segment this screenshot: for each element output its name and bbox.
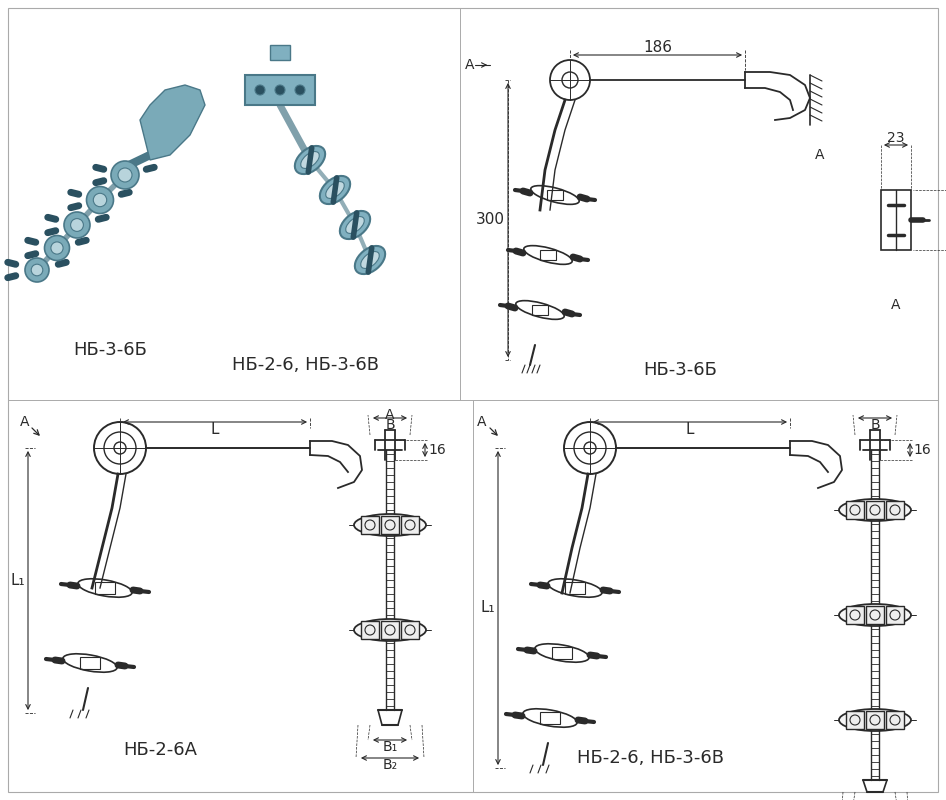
Text: L: L: [211, 422, 219, 438]
Text: 16: 16: [429, 443, 446, 457]
Bar: [886, 606, 904, 624]
Bar: [846, 501, 864, 519]
Bar: [881, 190, 911, 250]
Text: А: А: [815, 148, 825, 162]
Bar: [866, 501, 884, 519]
Bar: [270, 45, 290, 60]
Text: А: А: [477, 415, 487, 429]
Ellipse shape: [301, 151, 319, 169]
Circle shape: [64, 212, 90, 238]
Bar: [361, 621, 379, 639]
Text: L₁: L₁: [10, 573, 26, 588]
Bar: [866, 606, 884, 624]
Text: 300: 300: [476, 213, 504, 227]
Text: А: А: [465, 58, 475, 72]
Bar: [866, 711, 884, 729]
Circle shape: [25, 258, 49, 282]
Ellipse shape: [839, 709, 911, 731]
Ellipse shape: [320, 176, 350, 204]
Ellipse shape: [360, 251, 379, 269]
Bar: [547, 190, 563, 200]
Bar: [95, 582, 115, 594]
Ellipse shape: [295, 146, 325, 174]
Ellipse shape: [345, 217, 364, 234]
Text: 16: 16: [913, 443, 931, 457]
Circle shape: [94, 194, 107, 206]
Bar: [886, 711, 904, 729]
Bar: [245, 75, 315, 105]
Bar: [532, 305, 548, 315]
Text: НБ-3-6Б: НБ-3-6Б: [73, 341, 147, 359]
Circle shape: [111, 161, 139, 189]
Bar: [401, 621, 419, 639]
Text: B: B: [385, 418, 394, 432]
Bar: [552, 647, 572, 659]
Circle shape: [275, 85, 285, 95]
Bar: [381, 621, 399, 639]
Bar: [886, 501, 904, 519]
Text: B₂: B₂: [382, 758, 397, 772]
Bar: [361, 516, 379, 534]
Bar: [565, 582, 585, 594]
Polygon shape: [140, 85, 205, 160]
Text: НБ-2-6, НБ-3-6В: НБ-2-6, НБ-3-6В: [576, 749, 724, 767]
Ellipse shape: [839, 604, 911, 626]
Ellipse shape: [839, 499, 911, 521]
Text: 23: 23: [887, 131, 904, 145]
Circle shape: [118, 168, 132, 182]
Bar: [846, 606, 864, 624]
Circle shape: [86, 186, 114, 214]
Ellipse shape: [325, 182, 344, 198]
Circle shape: [295, 85, 305, 95]
Circle shape: [44, 235, 69, 261]
Bar: [381, 516, 399, 534]
Bar: [540, 712, 560, 724]
Text: НБ-3-6Б: НБ-3-6Б: [643, 361, 717, 379]
Circle shape: [255, 85, 265, 95]
Bar: [540, 250, 556, 260]
Ellipse shape: [340, 211, 370, 239]
Text: L₁: L₁: [481, 601, 496, 615]
Text: B: B: [870, 418, 880, 432]
Text: НБ-2-6, НБ-3-6В: НБ-2-6, НБ-3-6В: [232, 356, 378, 374]
Text: НБ-2-6А: НБ-2-6А: [123, 741, 197, 759]
Bar: [846, 711, 864, 729]
Text: А: А: [20, 415, 29, 429]
Ellipse shape: [354, 514, 426, 536]
Text: B₁: B₁: [382, 740, 397, 754]
Ellipse shape: [354, 619, 426, 641]
Bar: [80, 657, 100, 669]
Circle shape: [31, 264, 43, 276]
Circle shape: [71, 218, 83, 231]
Text: 186: 186: [643, 39, 672, 54]
Text: А: А: [385, 408, 394, 422]
Text: L: L: [686, 422, 694, 438]
Circle shape: [51, 242, 63, 254]
Ellipse shape: [355, 246, 385, 274]
Text: А: А: [891, 298, 901, 312]
Bar: [401, 516, 419, 534]
